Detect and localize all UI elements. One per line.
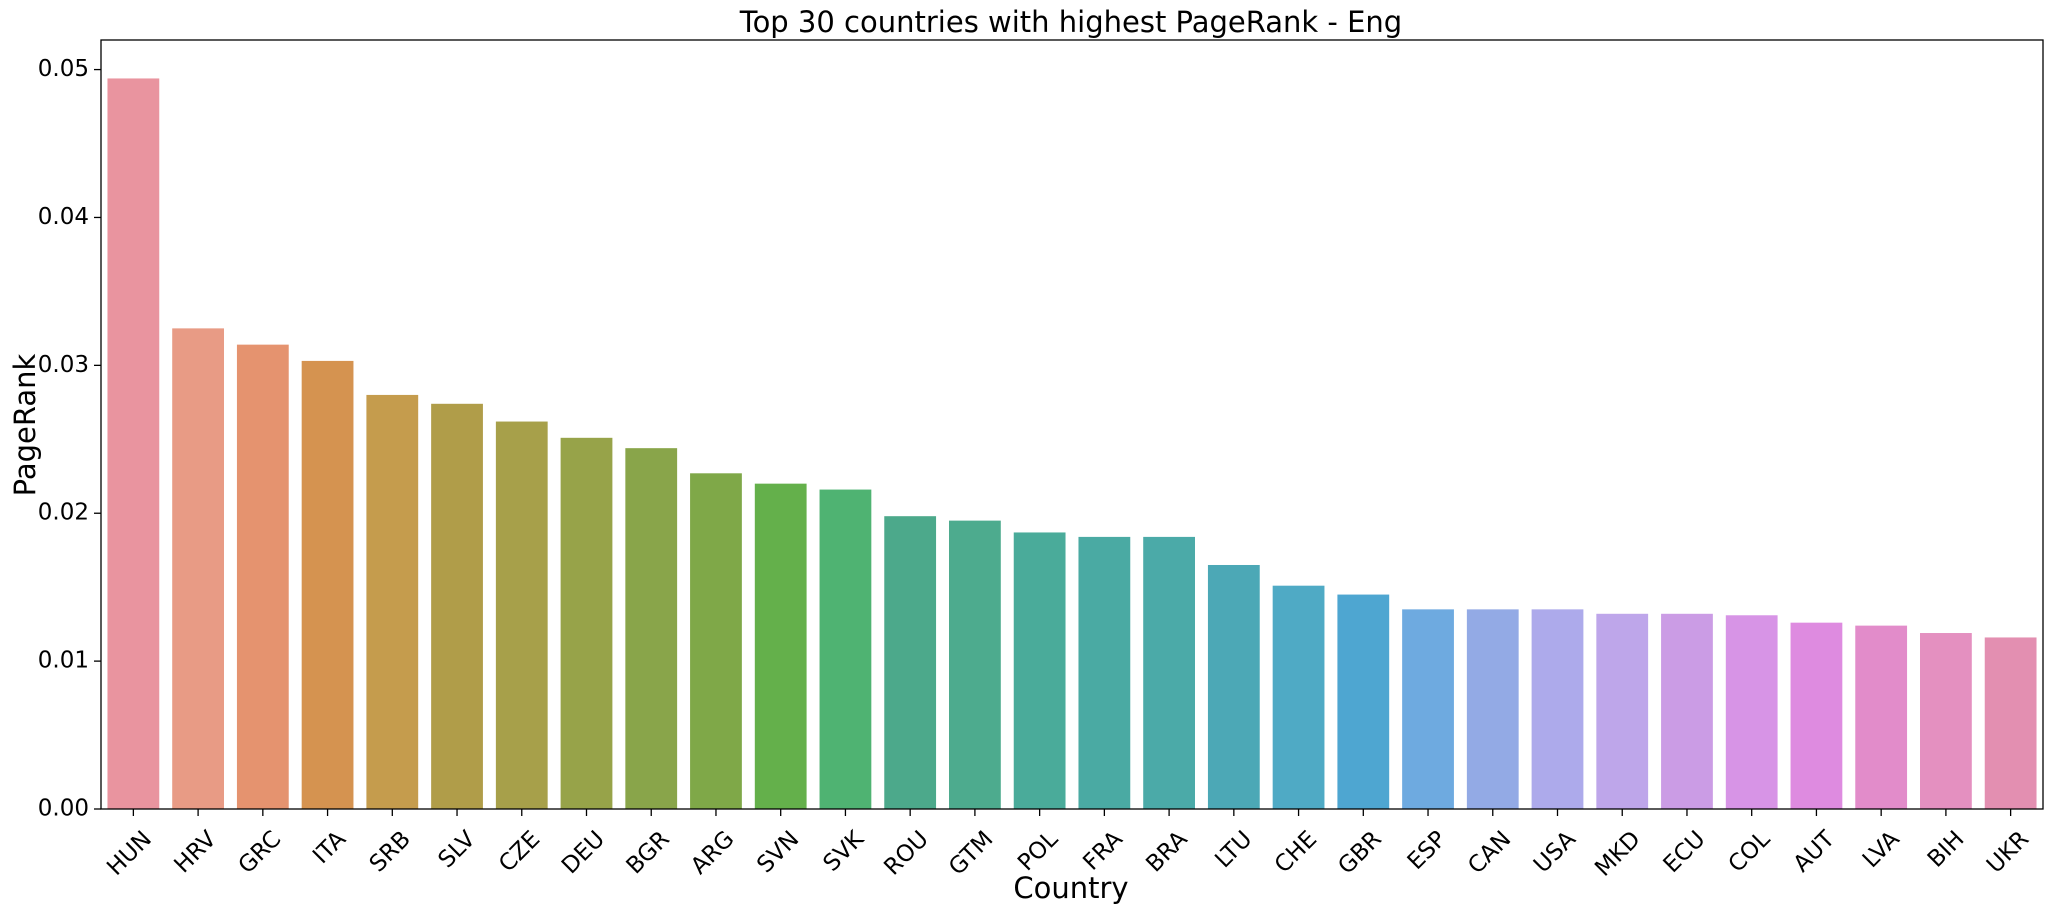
x-tick-label: UKR	[1982, 826, 2034, 878]
x-tick-label: BGR	[622, 826, 675, 879]
x-tick-label: SLV	[433, 826, 480, 873]
bar-lva	[1855, 625, 1908, 809]
bar-mkd	[1596, 613, 1649, 809]
bar-arg	[690, 473, 742, 809]
x-tick-label: MKD	[1590, 826, 1646, 882]
bar-che	[1272, 585, 1325, 809]
x-tick-label: GTM	[944, 826, 998, 880]
plot-frame	[100, 39, 2044, 810]
bar-bra	[1143, 536, 1195, 809]
x-tick-label: CHE	[1270, 826, 1322, 878]
x-tick-label: BRA	[1141, 826, 1192, 877]
x-tick-label: GBR	[1333, 826, 1386, 879]
y-tick-label: 0.05	[38, 56, 89, 82]
bar-fra	[1078, 536, 1131, 809]
bar-slv	[431, 403, 483, 809]
y-tick-label: 0.00	[38, 796, 89, 822]
bar-svn	[754, 483, 807, 809]
bar-hrv	[172, 328, 224, 809]
x-tick-label: FRA	[1078, 826, 1128, 876]
x-tick-label: AUT	[1789, 826, 1841, 878]
y-tick-label: 0.01	[38, 648, 89, 674]
bar-svk	[819, 489, 872, 809]
bar-esp	[1402, 609, 1454, 809]
x-tick-label: USA	[1529, 826, 1581, 878]
x-tick-label: ITA	[308, 826, 351, 869]
bar-rou	[884, 516, 937, 809]
x-axis-label: Country	[1013, 871, 1128, 905]
bar-hun	[107, 78, 160, 809]
bar-pol	[1013, 532, 1066, 809]
bar-aut	[1790, 622, 1843, 809]
bar-ita	[301, 360, 354, 809]
x-tick-label: ESP	[1403, 826, 1452, 875]
bar-srb	[366, 394, 419, 809]
bar-col	[1725, 615, 1778, 809]
y-tick-label: 0.03	[38, 352, 89, 378]
bar-bgr	[625, 448, 678, 809]
x-tick-label: SVK	[818, 826, 869, 877]
y-axis: 0.00 0.01 0.02 0.03 0.04 0.05	[38, 56, 101, 822]
bar-grc	[236, 344, 289, 809]
bars-group	[107, 78, 2037, 809]
x-tick-label: COL	[1724, 826, 1776, 878]
chart-title: Top 30 countries with highest PageRank -…	[739, 5, 1402, 39]
x-tick-label: POL	[1013, 826, 1063, 876]
x-tick-label: DEU	[557, 826, 610, 879]
x-tick-label: CZE	[494, 826, 545, 877]
x-tick-label: LTU	[1210, 826, 1257, 873]
y-tick-label: 0.02	[38, 500, 89, 526]
x-tick-label: GRC	[234, 826, 287, 879]
bar-deu	[560, 437, 613, 809]
x-tick-label: ARG	[686, 826, 739, 879]
bar-can	[1466, 609, 1519, 809]
x-tick-label: ECU	[1659, 826, 1711, 878]
bar-usa	[1531, 609, 1584, 809]
x-tick-label: BIH	[1923, 826, 1970, 873]
x-tick-label: SRB	[365, 826, 416, 877]
bar-ecu	[1661, 613, 1713, 809]
y-axis-label: PageRank	[8, 353, 42, 496]
bar-gbr	[1337, 594, 1390, 809]
bar-cze	[495, 421, 548, 809]
x-tick-label: CAN	[1463, 826, 1516, 879]
y-tick-label: 0.04	[38, 204, 89, 230]
bar-gtm	[949, 520, 1001, 809]
x-tick-label: ROU	[879, 826, 933, 880]
bar-ukr	[1984, 637, 2037, 809]
x-tick-label: LVA	[1858, 826, 1905, 873]
bar-ltu	[1207, 564, 1260, 809]
x-tick-label: HRV	[169, 826, 221, 878]
x-tick-label: HUN	[102, 826, 157, 881]
x-tick-label: SVN	[752, 826, 804, 878]
bar-bih	[1920, 633, 1972, 809]
